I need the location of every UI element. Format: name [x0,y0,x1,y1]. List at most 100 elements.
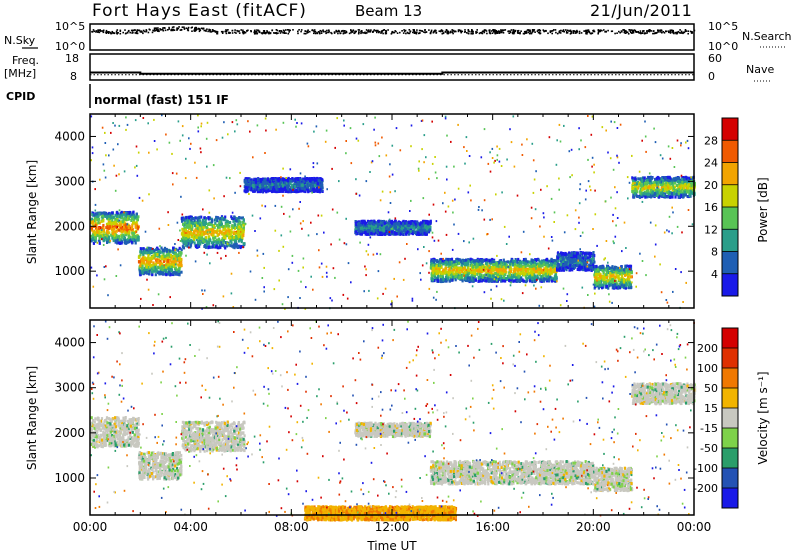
noise-dot [124,29,126,31]
data-cell [186,221,188,224]
noise-dot [339,33,341,35]
data-cell [307,190,309,193]
noise-dot [641,32,643,34]
noise-dot [416,29,418,31]
noise-dot [529,30,531,32]
noise-dot [163,30,165,32]
noise-dot [154,27,156,29]
data-cell [119,242,121,245]
data-cell [236,243,238,246]
date-title: 21/Jun/2011 [590,1,692,20]
noise-dot [592,30,594,32]
data-cell [402,224,404,227]
noise-dot [671,29,673,31]
data-cell [312,185,314,188]
data-cell [199,242,201,245]
noise-dot [405,33,407,35]
data-cell [277,178,279,181]
data-cell [364,223,366,226]
noise-dot [594,31,596,33]
data-cell [165,273,167,276]
noise-dot [195,29,197,31]
noise-dot [191,30,193,32]
data-cell [269,180,271,183]
noise-dot [137,33,139,35]
data-cell [229,221,231,224]
noise-dot [431,30,433,32]
noise-dot [366,29,368,31]
data-cell [549,276,551,279]
noise-dot [164,27,166,29]
data-cell [316,187,318,190]
noise-dot [428,29,430,31]
data-cell [291,177,293,180]
noise-dot [373,30,375,32]
data-cell [209,239,211,242]
data-cell [205,236,207,239]
noise-dot [326,30,328,32]
noise-dot [313,33,315,35]
noise-dot [156,29,158,31]
noise-dot [586,33,588,35]
noise-dot [394,32,396,34]
data-cell [145,271,147,274]
data-cell [136,213,138,216]
noise-dot [694,30,696,32]
data-cell [408,224,410,227]
data-cell [107,231,109,234]
data-cell [150,260,152,263]
data-cell [142,253,144,256]
noise-dot [551,30,553,32]
data-cell [358,228,360,231]
noise-dot [508,30,510,32]
noise-dot [407,32,409,34]
data-cell [213,224,215,227]
noise-dot [675,32,677,34]
data-cell [283,178,285,181]
data-cell [188,235,190,238]
data-cell [111,228,113,231]
data-cell [195,228,197,231]
data-cell [182,218,184,221]
data-cell [92,237,94,240]
noise-dot [579,33,581,35]
data-cell [425,221,427,224]
data-cell [156,253,158,256]
noise-dot [422,31,424,33]
noise-dot [341,30,343,32]
data-cell [411,225,413,228]
data-cell [257,183,259,186]
noise-dot [315,33,317,35]
noise-dot [612,30,614,32]
data-cell [98,227,100,230]
data-cell [554,262,556,265]
noise-dot [468,33,470,35]
noise-dot [120,33,122,35]
data-cell [242,221,244,224]
noise-dot [445,31,447,33]
noise-dot [577,31,579,33]
noise-dot [468,30,470,32]
noise-dot [403,32,405,34]
noise-dot [635,31,637,33]
noise-dot [305,33,307,35]
noise-dot [424,29,426,31]
data-cell [477,269,479,272]
noise-dot [351,30,353,32]
data-cell [310,180,312,183]
noise-dot [139,30,141,32]
data-cell [118,238,120,241]
data-cell [190,232,192,235]
data-cell [119,224,121,227]
noise-dot [212,31,214,33]
data-cell [140,247,142,250]
cpid-row: CPID normal (fast) 151 IF [6,84,229,108]
noise-dot [625,31,627,33]
noise-dot [671,31,673,33]
data-cell [249,181,251,184]
noise-dot [550,30,552,32]
noise-dot [495,33,497,35]
data-cell [190,244,192,247]
data-cell [289,179,291,182]
data-cell [108,222,110,225]
